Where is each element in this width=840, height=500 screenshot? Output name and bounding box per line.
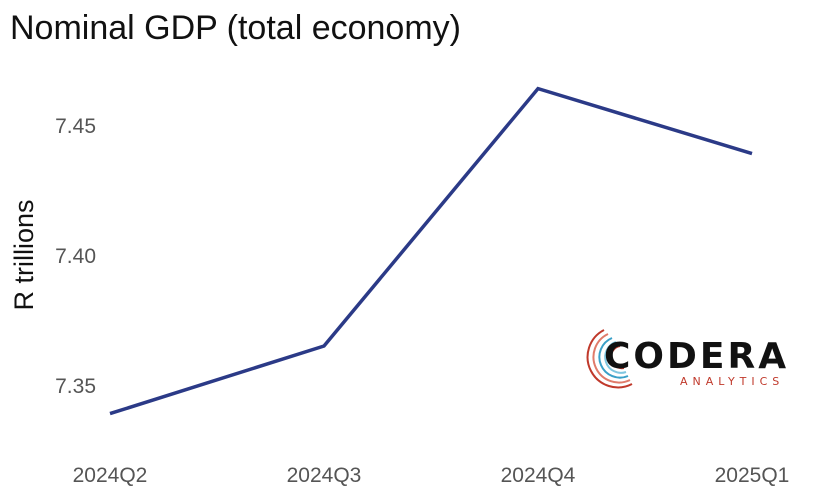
y-tick-label: 7.40 (55, 245, 96, 268)
series-line (109, 86, 753, 416)
x-tick-label: 2024Q3 (287, 464, 362, 487)
x-tick-label: 2025Q1 (715, 464, 790, 487)
logo-wordmark: CODERA (604, 336, 789, 377)
y-tick-label: 7.35 (55, 375, 96, 398)
series-lines (109, 86, 753, 416)
x-axis-ticks: 2024Q2 2024Q3 2024Q4 2025Q1 (73, 464, 790, 487)
y-tick-label: 7.45 (55, 115, 96, 138)
y-axis-ticks: 7.35 7.40 7.45 (55, 115, 96, 398)
x-tick-label: 2024Q4 (501, 464, 576, 487)
codera-swirl-icon (586, 329, 633, 389)
logo-tagline: ANALYTICS (680, 375, 784, 388)
chart-title: Nominal GDP (total economy) (10, 9, 461, 47)
x-tick-label: 2024Q2 (73, 464, 148, 487)
codera-logo: CODERA ANALYTICS (586, 329, 789, 389)
y-axis-label: R trillions (9, 199, 39, 310)
